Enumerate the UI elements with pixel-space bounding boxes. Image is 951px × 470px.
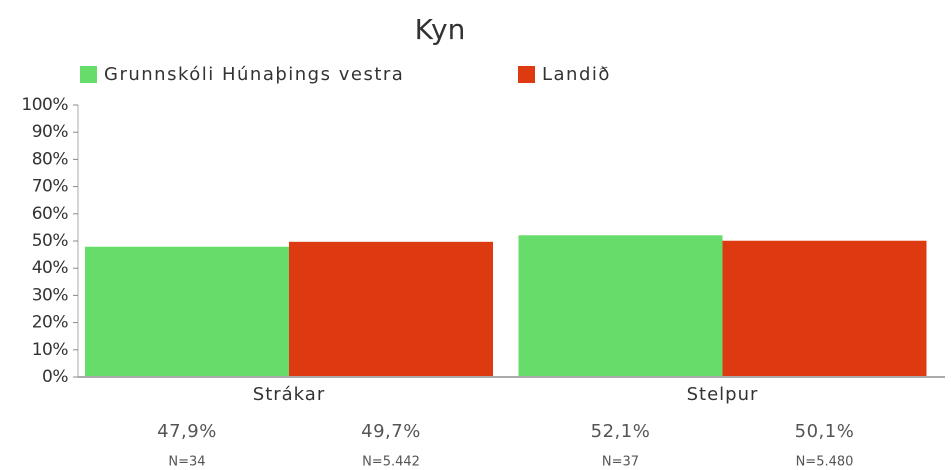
- legend-swatch: [80, 66, 97, 83]
- x-tick-label: Stelpur: [687, 384, 759, 405]
- bar: [518, 235, 723, 377]
- legend-label: Grunnskóli Húnaþings vestra: [104, 64, 404, 85]
- y-tick-label: 100%: [21, 95, 68, 115]
- y-tick-label: 80%: [32, 149, 69, 169]
- bar: [85, 246, 289, 377]
- value-label: 50,1%: [795, 421, 855, 442]
- n-label: N=5.480: [796, 455, 854, 470]
- n-label: N=37: [602, 455, 639, 470]
- y-tick-label: 60%: [32, 204, 69, 224]
- y-tick-label: 40%: [32, 258, 69, 278]
- chart-title: Kyn: [415, 13, 466, 46]
- legend-label: Landið: [542, 64, 611, 85]
- bar: [289, 241, 493, 377]
- value-label: 47,9%: [157, 421, 217, 442]
- y-tick-label: 30%: [32, 285, 69, 305]
- y-tick-label: 0%: [42, 367, 68, 387]
- legend-swatch: [518, 66, 535, 83]
- bar: [722, 240, 927, 377]
- y-tick-label: 70%: [32, 177, 69, 197]
- value-label: 49,7%: [361, 421, 421, 442]
- value-label: 52,1%: [591, 421, 651, 442]
- y-tick-label: 90%: [32, 122, 69, 142]
- n-label: N=34: [168, 455, 205, 470]
- y-tick-label: 50%: [32, 231, 69, 251]
- x-tick-label: Strákar: [253, 384, 325, 405]
- y-tick-label: 10%: [32, 340, 69, 360]
- n-label: N=5.442: [362, 455, 420, 470]
- y-tick-label: 20%: [32, 313, 69, 333]
